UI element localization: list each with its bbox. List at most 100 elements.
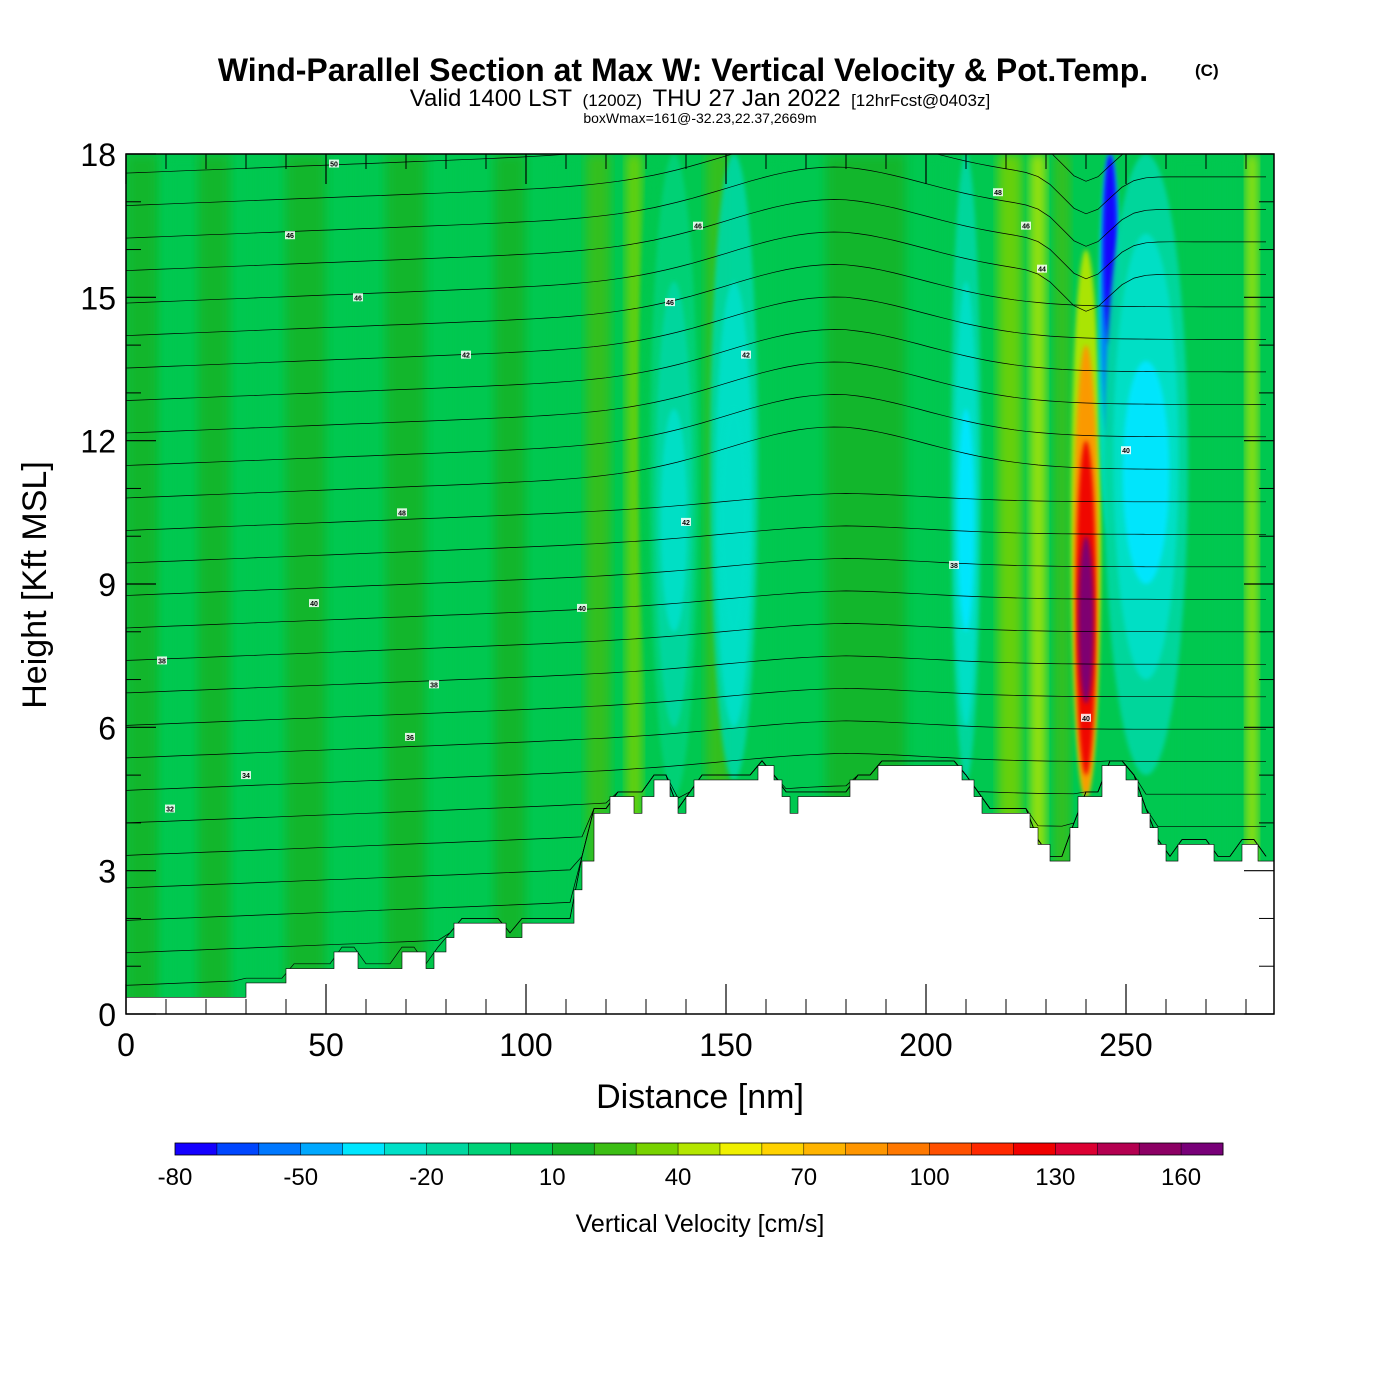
theta-contour-label: 48 [397,508,407,517]
colorbar-swatch [1181,1143,1224,1155]
contour-label-text: 48 [994,190,1002,197]
colorbar-tick-label: 100 [910,1164,950,1191]
velocity-band [346,154,370,1014]
colorbar-swatch [636,1143,679,1155]
x-tick-label: 100 [499,1027,552,1063]
contour-label-text: 40 [1082,716,1090,723]
colorbar-swatch [971,1143,1014,1155]
theta-contour-label: 46 [285,231,295,240]
theta-contour-label: 34 [241,771,251,780]
contour-label-text: 40 [1122,448,1130,455]
contour-label-bg [1021,221,1031,230]
theta-contour-label: 42 [681,517,691,527]
theta-contour-label: 48 [993,188,1003,197]
colorbar-swatch [468,1143,511,1155]
theta-contour-label: 38 [949,560,959,570]
contour-label-bg [1037,264,1047,273]
valid-prefix: Valid 1400 LST [410,85,573,112]
x-tick-label: 250 [1099,1027,1152,1063]
y-tick-label: 12 [80,424,116,460]
contour-label-bg [157,656,167,665]
contour-label-text: 42 [462,353,470,360]
theta-contour [126,199,1266,280]
colorbar-swatch [384,1143,428,1155]
theta-contour [126,231,1266,312]
theta-contour [126,329,1266,401]
contour-label-bg [397,508,407,517]
chart-title: Wind-Parallel Section at Max W: Vertical… [218,52,1148,88]
colorbar-swatch [552,1143,595,1155]
theta-contour-label: 38 [157,656,167,665]
colorbar-swatch [1097,1143,1140,1155]
theta-contour-label: 46 [665,298,675,307]
plot-area: 50 46 46 42 48 40 40 38 38 36 34 32 46 46 42 42 48 46 44 40… [126,154,1274,1014]
theta-contour-label: 42 [741,350,751,360]
contour-label-text: 50 [330,162,338,169]
colorbar-tick-label: -80 [158,1164,193,1191]
valid-utc: (1200Z) [583,91,643,110]
theta-contour [126,623,1266,661]
velocity-band [546,154,578,1014]
colorbar-swatch [803,1143,847,1155]
x-axis-label: Distance [nm] [596,1078,804,1116]
x-tick-label: 50 [308,1027,344,1063]
theta-contour [126,166,1266,247]
copyright-mark: (C) [1195,61,1219,80]
theta-contour-label: 40 [1121,446,1131,455]
boxwmax-info: boxWmax=161@-32.23,22.37,2669m [583,110,816,126]
colorbar-swatch [510,1143,553,1155]
contour-label-bg [741,350,751,359]
terrain [126,765,1274,1014]
x-tick-label: 200 [899,1027,952,1063]
y-tick-label: 18 [80,137,116,173]
contour-label-bg [1081,713,1091,722]
theta-contour [126,525,1266,564]
colorbar-swatch [258,1143,302,1155]
theta-contour [126,154,1124,182]
theta-contour [126,687,1266,726]
velocity-band [246,154,270,1014]
theta-contour-label: 46 [353,293,363,302]
theta-contour-labels: 50 46 46 42 48 40 40 38 38 36 34 32 46 46 42 42 48 46 44 40… [157,159,1131,814]
theta-contour-label: 50 [329,159,339,169]
theta-contour [126,655,1266,694]
colorbar-tick-label: 10 [539,1164,566,1191]
theta-contour-label: 40 [309,599,319,608]
velocity-band [286,154,326,1014]
contour-label-text: 38 [430,682,438,689]
y-tick-label: 6 [98,710,116,746]
velocity-band [198,154,230,1014]
contour-label-bg [949,560,959,569]
velocity-band [1030,154,1046,1014]
contour-label-text: 46 [286,233,294,240]
velocity-band [446,154,470,1014]
colorbar-swatch [426,1143,469,1155]
colorbar-swatch [216,1143,260,1155]
colorbar-swatch [1013,1143,1056,1155]
colorbar-swatch [761,1143,805,1155]
y-tick-label: 3 [98,854,116,890]
contour-label-text: 34 [242,773,250,780]
theta-contour-label: 40 [577,603,587,613]
colorbar-swatch [175,1143,218,1155]
contour-label-text: 32 [166,807,174,814]
colorbar [174,1142,1224,1156]
contour-label-text: 38 [158,658,166,665]
colorbar-swatch [1139,1143,1182,1155]
colorbar-tick-label: 40 [665,1164,692,1191]
valid-time-line: Valid 1400 LST (1200Z) THU 27 Jan 2022 [… [410,85,990,112]
colorbar-ticks: -80 -50 -20 10 40 70 100 130 160 [158,1164,1201,1191]
contour-label-bg [353,293,363,302]
contour-label-bg [165,804,175,813]
theta-contour-label: 36 [405,732,415,742]
theta-contour [126,590,1266,629]
velocity-feature [957,408,975,632]
theta-contour [126,296,1266,369]
colorbar-tick-label: -20 [409,1164,444,1191]
contour-label-bg [993,188,1003,197]
colorbar-swatch [342,1143,386,1155]
y-axis-label: Height [Kft MSL] [16,461,54,709]
theta-contour-label: 40 [1081,713,1091,723]
theta-contour-label: 38 [429,680,439,689]
